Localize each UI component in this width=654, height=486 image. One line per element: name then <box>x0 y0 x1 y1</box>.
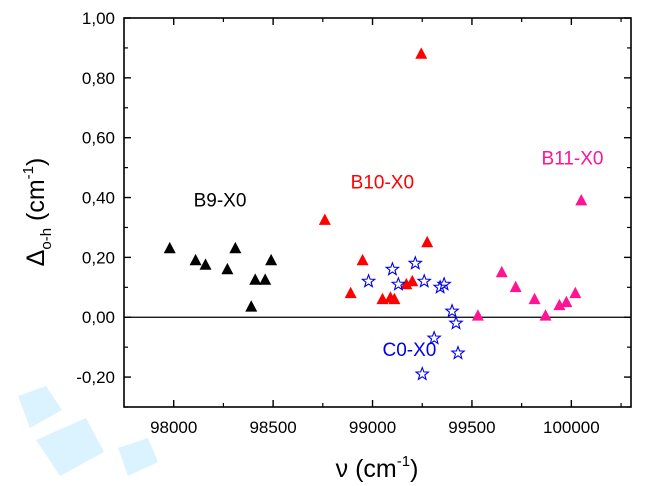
b10-x0-label: B10-X0 <box>351 173 414 194</box>
b11-x0-point <box>575 194 588 206</box>
x-axis-symbol: ν <box>336 455 349 483</box>
b9-x0-point <box>245 300 258 312</box>
b10-x0-point <box>415 47 428 59</box>
c0-x0-point <box>416 273 432 288</box>
x-axis-unit: (cm <box>355 455 397 483</box>
c0-x0-point <box>390 276 407 291</box>
b9-x0-point <box>189 253 202 266</box>
y-tick-label: 0,40 <box>82 189 115 208</box>
x-tick-label: 98000 <box>150 418 197 437</box>
data-points <box>163 47 588 381</box>
b9-x0-point <box>229 241 242 254</box>
c0-x0-point <box>384 261 401 276</box>
b9-x0-point <box>259 273 272 285</box>
plot-frame <box>123 17 632 408</box>
b11-x0-point <box>560 295 573 308</box>
b11-x0-point <box>553 298 566 311</box>
axis-ticks: 98000 98500 99000 99500 100000 -0,20 0,00 0,20 0… <box>76 9 631 437</box>
x-axis-title: ν (cm-1) <box>336 453 419 483</box>
c0-x0-point <box>450 345 466 360</box>
c0-x0-point <box>448 315 464 330</box>
y-axis-title: Δo-h (cm-1) <box>20 158 55 267</box>
watermark <box>18 386 158 476</box>
b11-x0-point <box>471 309 484 321</box>
x-axis-exponent: -1 <box>397 453 410 470</box>
c0-x0-point <box>444 303 460 318</box>
b9-x0-label: B9-X0 <box>194 191 247 212</box>
y-tick-label: 0,60 <box>82 129 115 148</box>
c0-x0-point <box>414 365 430 381</box>
b11-x0-point <box>569 286 582 299</box>
y-tick-label: 1,00 <box>82 9 115 28</box>
x-tick-label: 98500 <box>249 418 296 437</box>
y-tick-label: 0,00 <box>82 308 115 327</box>
y-axis-exponent: -1 <box>20 166 37 179</box>
b11-x0-point <box>539 309 552 321</box>
c0-x0-point <box>426 330 442 345</box>
b10-x0-point <box>356 253 369 266</box>
b11-x0-point <box>509 280 522 293</box>
b9-x0-point <box>249 273 262 285</box>
b10-x0-point <box>421 235 434 248</box>
y-tick-label: 0,20 <box>82 248 115 267</box>
b11-x0-point <box>495 265 508 278</box>
x-tick-label: 99000 <box>349 418 396 437</box>
c0-x0-point <box>407 255 423 270</box>
y-tick-label: 0,80 <box>82 69 115 88</box>
b10-x0-point <box>318 213 331 225</box>
b9-x0-point <box>163 241 176 254</box>
c0-x0-label: C0-X0 <box>382 340 436 361</box>
b10-x0-point <box>344 286 357 299</box>
y-axis-subscript: o-h <box>38 228 55 250</box>
x-tick-label: 100000 <box>543 418 600 437</box>
c0-x0-point <box>360 273 377 288</box>
y-axis-unit: (cm <box>22 179 50 221</box>
b11-x0-label: B11-X0 <box>542 149 604 170</box>
x-axis-close: ) <box>410 455 418 483</box>
b9-x0-point <box>199 258 212 270</box>
b9-x0-point <box>265 253 278 266</box>
b9-x0-point <box>221 262 234 275</box>
y-axis-symbol: Δ <box>22 250 50 267</box>
x-tick-label: 99500 <box>448 418 495 437</box>
b11-x0-point <box>528 292 541 305</box>
series-labels: B9-X0 B10-X0 B11-X0 C0-X0 <box>194 149 604 362</box>
b10-x0-point <box>400 277 413 290</box>
y-axis-close: ) <box>22 158 50 166</box>
b10-x0-point <box>406 274 419 287</box>
y-tick-label: -0,20 <box>76 368 115 387</box>
c0-x0-point <box>436 276 452 291</box>
b10-x0-point <box>388 292 401 305</box>
